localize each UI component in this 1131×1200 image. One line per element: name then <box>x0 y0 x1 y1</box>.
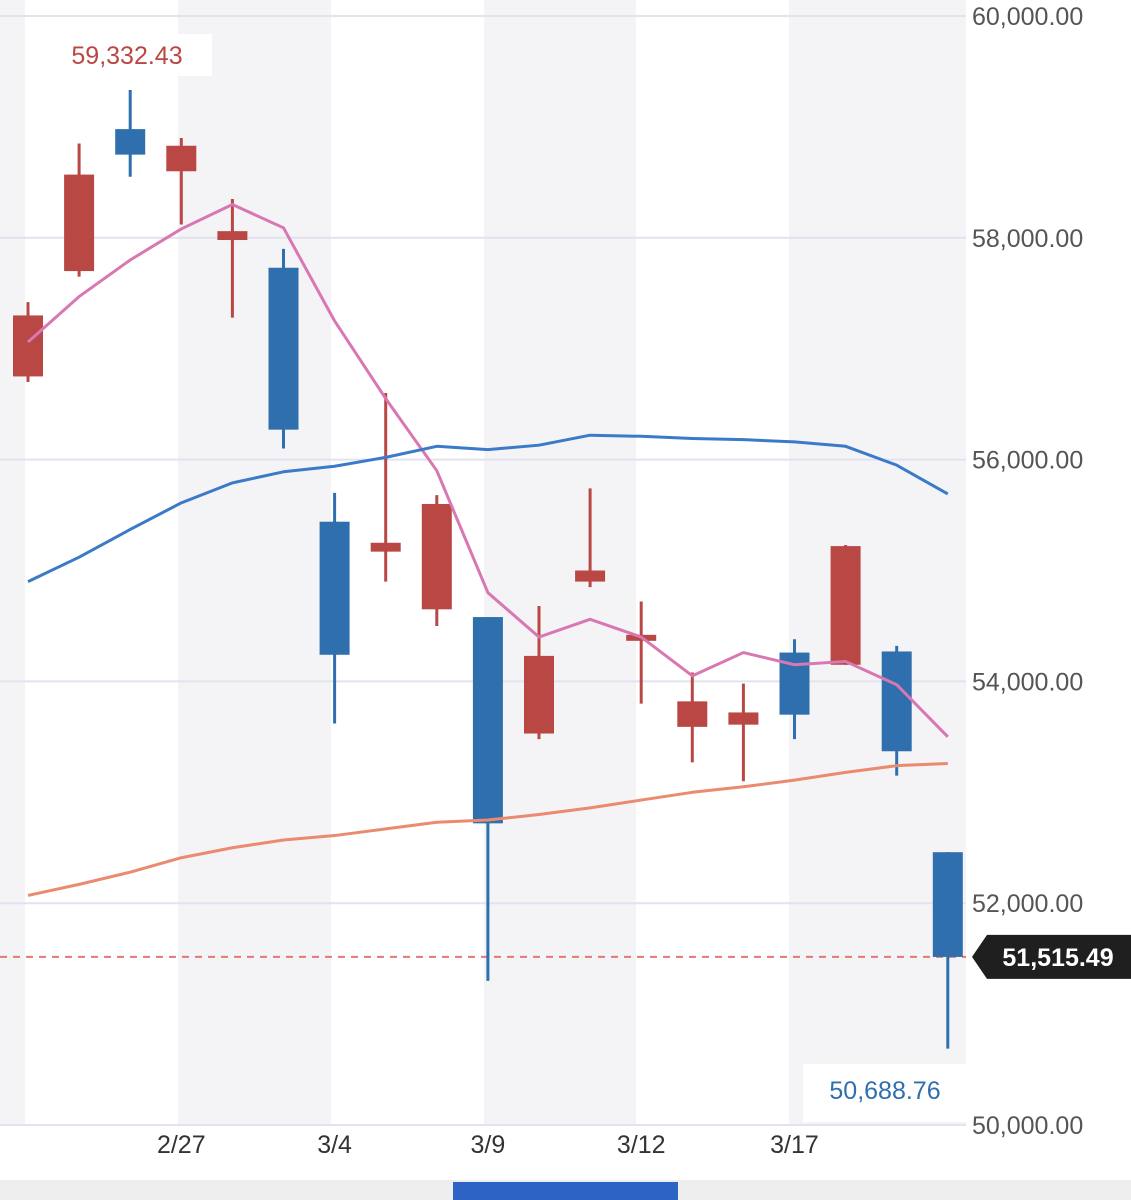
x-tick-label: 3/17 <box>770 1131 819 1159</box>
candle-5 <box>268 248 299 449</box>
candle-14 <box>728 683 759 782</box>
candle-0 <box>13 302 43 382</box>
candle-1 <box>64 143 95 277</box>
background-band <box>0 0 25 1125</box>
x-tick-label: 3/12 <box>617 1131 666 1159</box>
chart-scrollbar-thumb[interactable] <box>453 1182 678 1200</box>
ma-mid-line <box>27 433 949 583</box>
candle-16 <box>830 544 861 665</box>
current-price-label: 51,515.49 <box>1002 944 1113 972</box>
current-price-box: 51,515.49 <box>972 934 1131 979</box>
candle-9 <box>472 617 503 981</box>
candle-body <box>115 129 146 155</box>
candle-2 <box>115 90 146 177</box>
x-tick-label: 2/27 <box>157 1131 206 1159</box>
x-tick-label: 3/4 <box>317 1131 352 1159</box>
candle-body <box>575 570 606 582</box>
candle-body <box>166 145 197 172</box>
y-tick-label: 54,000.00 <box>972 668 1083 696</box>
candle-body <box>881 651 912 752</box>
candle-17 <box>881 645 912 776</box>
candle-8 <box>421 495 452 626</box>
y-tick-label: 56,000.00 <box>972 447 1083 475</box>
candle-body <box>677 701 708 727</box>
candle-body <box>319 521 350 655</box>
background-band <box>484 0 636 1125</box>
candle-body <box>932 852 963 957</box>
candle-10 <box>524 605 554 740</box>
candle-body <box>524 655 554 734</box>
candle-body <box>421 503 452 610</box>
candle-body <box>13 315 43 377</box>
annotations: 59,332.43 50,688.76 <box>42 34 966 1122</box>
current-price-tag <box>972 934 1131 979</box>
low-annotation: 50,688.76 <box>829 1077 940 1105</box>
ma-long-line <box>27 761 948 897</box>
candle-6 <box>319 492 350 724</box>
x-tick-label: 3/9 <box>471 1131 506 1159</box>
candle-body <box>64 174 95 272</box>
candle-18 <box>932 852 963 1049</box>
background-band <box>178 0 331 1125</box>
y-tick-label: 50,000.00 <box>972 1112 1083 1140</box>
y-tick-label: 52,000.00 <box>972 890 1083 918</box>
candle-body <box>472 617 503 824</box>
high-annotation-bg <box>42 34 212 76</box>
candle-body <box>728 712 759 725</box>
candle-13 <box>677 672 708 763</box>
moving-averages <box>27 203 949 897</box>
candle-body <box>217 231 248 241</box>
candle-11 <box>575 488 606 588</box>
candle-7 <box>370 393 401 582</box>
candle-4 <box>217 198 248 318</box>
gridlines <box>0 15 966 1126</box>
background-bands <box>0 0 966 1125</box>
candle-3 <box>166 137 197 225</box>
x-axis-labels: 2/27 3/4 3/9 3/12 3/17 <box>157 1131 819 1159</box>
y-tick-label: 58,000.00 <box>972 225 1083 253</box>
candle-body <box>268 267 299 430</box>
high-annotation: 59,332.43 <box>71 42 182 70</box>
candle-body <box>370 542 401 552</box>
y-tick-label: 60,000.00 <box>972 3 1083 31</box>
low-annotation-bg <box>803 1064 966 1122</box>
y-axis-labels: 60,000.00 58,000.00 56,000.00 54,000.00 52,0… <box>972 3 1083 1140</box>
candles <box>13 90 963 1049</box>
ma-short-line <box>27 203 949 738</box>
candle-body <box>830 546 861 665</box>
